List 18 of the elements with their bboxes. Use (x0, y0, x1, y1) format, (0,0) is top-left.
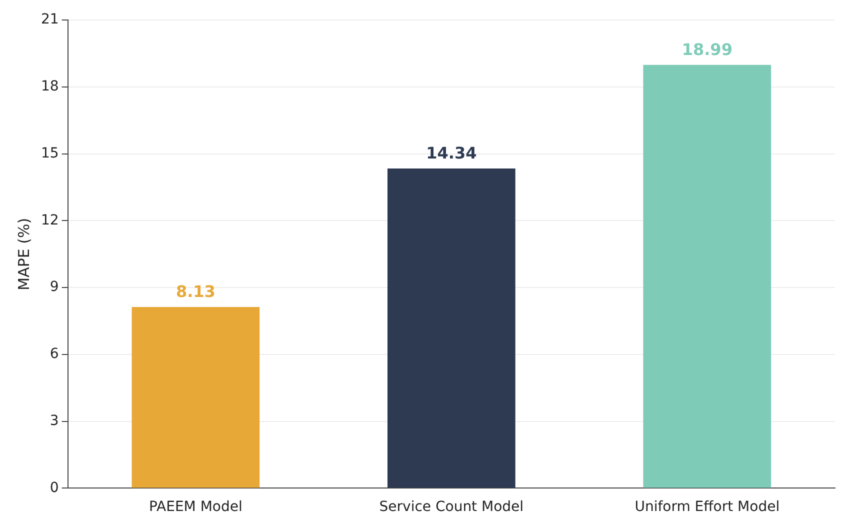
y-tick-label: 15 (40, 145, 59, 162)
data-label: 8.13 (176, 282, 216, 302)
y-tick-label: 0 (50, 480, 59, 496)
bar (643, 64, 772, 488)
y-tick-label: 6 (50, 346, 59, 362)
y-tick-label: 18 (40, 78, 59, 95)
y-axis-title: MAPE (%) (14, 218, 33, 290)
bar (387, 168, 516, 488)
bar (132, 306, 260, 488)
x-tick-label: Service Count Model (379, 499, 524, 516)
y-tick-label: 3 (50, 412, 59, 429)
y-tick-label: 9 (50, 279, 59, 296)
y-tick-label: 12 (40, 212, 59, 228)
y-tick-label: 21 (40, 12, 59, 28)
x-tick-label: PAEEM Model (148, 499, 242, 516)
data-label: 14.34 (426, 144, 477, 163)
data-label: 18.99 (682, 40, 732, 59)
x-tick-label: Uniform Effort Model (634, 499, 780, 516)
